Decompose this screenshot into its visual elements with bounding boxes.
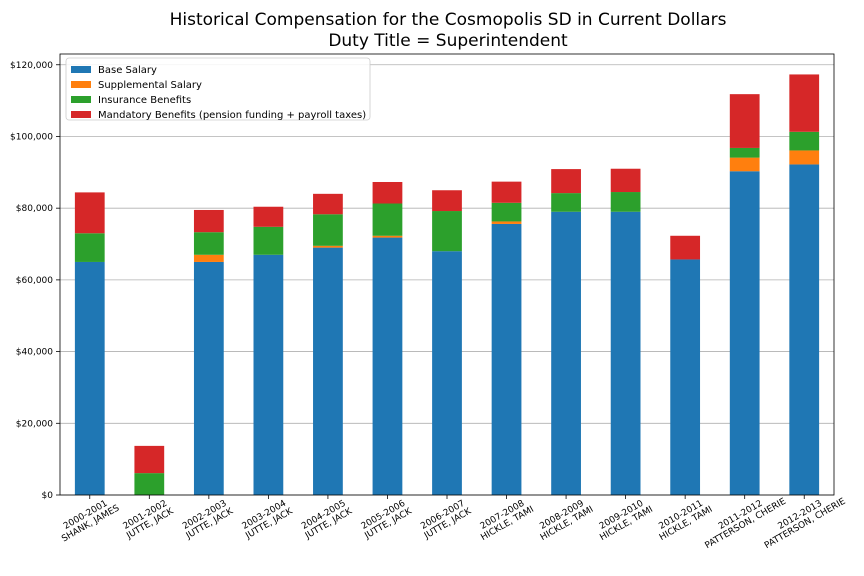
bar-12-series-4 — [729, 94, 760, 148]
x-tick-label-11: 2010-2011HICKLE, TAMI — [653, 496, 714, 543]
bar-10-series-4 — [610, 168, 641, 193]
bar-3-series-1 — [193, 261, 224, 495]
bar-12-series-3 — [729, 147, 760, 158]
bar-10-series-3 — [610, 192, 641, 212]
bar-8-series-4 — [491, 181, 522, 203]
bar-13-series-2 — [789, 150, 820, 165]
bar-13-series-3 — [789, 131, 820, 151]
bar-1-series-4 — [74, 192, 105, 234]
plot-frame — [59, 53, 835, 496]
bar-7-series-4 — [432, 190, 462, 212]
bar-2-series-4 — [134, 445, 165, 474]
x-tick-label-13: 2012-2013PATTERSON, CHERIE — [758, 488, 848, 551]
bar-5-series-2 — [313, 245, 343, 248]
chart-title-line2: Duty Title = Superintendent — [328, 31, 568, 51]
bar-11-series-1 — [670, 259, 701, 495]
y-tick-label-4: $80,000 — [16, 204, 53, 214]
legend-label-1: Base Salary — [98, 65, 157, 76]
bar-5-series-4 — [313, 193, 343, 215]
bar-3-series-2 — [193, 254, 224, 262]
bar-4-series-3 — [253, 226, 284, 255]
bar-13-series-1 — [789, 164, 820, 496]
bar-2-series-3 — [134, 473, 165, 495]
x-tick-label-9: 2008-2009HICKLE, TAMI — [534, 496, 595, 543]
x-tick-label-10: 2009-2010HICKLE, TAMI — [593, 496, 654, 543]
y-tick-label-1: $20,000 — [16, 419, 53, 429]
bar-5-series-3 — [313, 214, 343, 246]
bar-6-series-4 — [372, 181, 403, 204]
legend-swatch-2 — [71, 81, 91, 88]
bar-6-series-1 — [372, 237, 403, 495]
bar-9-series-1 — [551, 211, 581, 495]
legend-label-3: Insurance Benefits — [98, 95, 191, 106]
bar-4-series-1 — [253, 254, 284, 495]
legend-swatch-4 — [71, 111, 91, 118]
legend: Base Salary Supplemental Salary Insurance … — [65, 57, 371, 121]
bar-13-series-4 — [789, 74, 820, 132]
x-tick-label-8: 2007-2008HICKLE, TAMI — [474, 496, 535, 543]
x-tick-label-5: 2004-2005JUTTE, JACK — [298, 497, 355, 541]
bar-3-series-3 — [193, 232, 224, 255]
y-tick-label-6: $120,000 — [10, 61, 53, 71]
x-tick-label-7: 2006-2007JUTTE, JACK — [417, 497, 474, 541]
bar-8-series-2 — [491, 221, 522, 224]
bar-5-series-1 — [313, 247, 343, 495]
bar-1-series-3 — [74, 233, 105, 262]
bar-1-series-1 — [74, 261, 105, 495]
y-tick-label-3: $60,000 — [16, 276, 53, 286]
x-tick-label-1: 2000-2001SHANK, JAMES — [55, 495, 121, 545]
bar-3-series-4 — [193, 209, 224, 233]
bars — [74, 74, 820, 496]
x-tick-label-4: 2003-2004JUTTE, JACK — [238, 497, 295, 541]
bar-7-series-3 — [432, 211, 462, 252]
legend-label-2: Supplemental Salary — [98, 80, 202, 91]
bar-12-series-2 — [729, 157, 760, 172]
bar-7-series-1 — [432, 251, 462, 495]
x-tick-label-2: 2001-2002JUTTE, JACK — [119, 497, 176, 541]
bar-6-series-2 — [372, 235, 403, 238]
legend-swatch-3 — [71, 96, 91, 103]
bar-8-series-1 — [491, 223, 522, 495]
bar-4-series-4 — [253, 206, 284, 227]
bar-8-series-3 — [491, 202, 522, 222]
bar-9-series-4 — [551, 169, 581, 194]
chart-title-line1: Historical Compensation for the Cosmopol… — [170, 10, 727, 30]
y-axis-ticks: $0 $20,000 $40,000 $60,000 $80,000 $100,000 $1… — [10, 61, 60, 501]
y-tick-label-2: $40,000 — [16, 348, 53, 358]
x-tick-label-3: 2002-2003JUTTE, JACK — [179, 497, 236, 541]
legend-swatch-1 — [71, 66, 91, 73]
bar-9-series-3 — [551, 193, 581, 212]
bar-10-series-1 — [610, 211, 641, 495]
legend-label-4: Mandatory Benefits (pension funding + pa… — [98, 110, 366, 121]
bar-6-series-3 — [372, 203, 403, 236]
y-tick-label-5: $100,000 — [10, 132, 53, 142]
bar-12-series-1 — [729, 171, 760, 496]
legend-box — [65, 57, 371, 121]
x-tick-label-6: 2005-2006JUTTE, JACK — [358, 497, 415, 541]
x-axis-ticks: 2000-2001SHANK, JAMES 2001-2002JUTTE, JAC… — [55, 488, 848, 551]
bar-11-series-4 — [670, 235, 701, 260]
y-tick-label-0: $0 — [42, 491, 54, 501]
